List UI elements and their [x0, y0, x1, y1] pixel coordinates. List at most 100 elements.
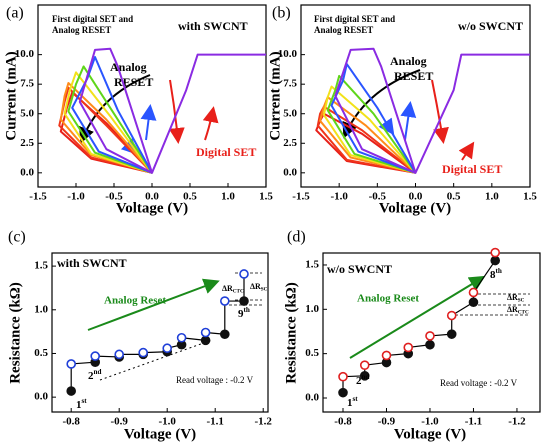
- point-label-base: 1: [347, 397, 353, 409]
- plot-frame: [322, 252, 541, 413]
- delta-label-base: ΔR: [507, 305, 518, 314]
- data-point: [359, 360, 370, 370]
- point-label: 9th: [238, 306, 250, 320]
- x-tick-label: -1.0: [67, 191, 85, 203]
- data-point: [66, 359, 76, 369]
- point-label-sup: st: [353, 395, 359, 403]
- panel-label: (b): [272, 5, 291, 22]
- condition: with SWCNT: [178, 19, 248, 33]
- x-axis-title: Voltage (V): [124, 426, 196, 442]
- x-axis-title: Voltage (V): [116, 200, 188, 216]
- delta-label: ΔRCTC: [507, 305, 529, 316]
- y-tick-label: 0.5: [305, 347, 319, 359]
- y-tick-label: 10.0: [15, 48, 35, 60]
- read-voltage: Read voltage : -0.2 V: [440, 378, 518, 388]
- panel-label: (a): [6, 5, 24, 22]
- read-voltage: Read voltage : -0.2 V: [176, 375, 254, 385]
- note: Analog RESET: [52, 25, 111, 35]
- point-label-sup: th: [496, 267, 502, 275]
- point-label-base: 2: [356, 375, 362, 387]
- data-point: [220, 296, 230, 306]
- x-axis-title: Voltage (V): [394, 426, 466, 442]
- data-point: [220, 329, 230, 340]
- note: Analog RESET: [314, 25, 373, 35]
- data-point: [90, 351, 100, 361]
- iv-curve: [59, 82, 153, 174]
- data-point: [200, 327, 211, 338]
- x-tick-label: -0.9: [378, 416, 396, 428]
- note: First digital SET and: [314, 14, 395, 24]
- point-label: 2nd: [356, 373, 369, 387]
- x-tick-label: -1.1: [206, 416, 223, 428]
- y-tick-label: 0.0: [20, 166, 34, 178]
- x-tick-label: 0.5: [447, 191, 461, 203]
- condition: w/o SWCNT: [458, 19, 523, 33]
- y-axis-title: Resistance (kΩ): [283, 282, 299, 384]
- x-tick-label: -0.9: [110, 416, 128, 428]
- point-label-base: 1: [76, 399, 82, 411]
- data-point: [239, 269, 249, 279]
- point-label-sup: nd: [362, 373, 370, 381]
- step-line: [472, 260, 496, 293]
- y-axis-title: Current (mA): [3, 51, 19, 140]
- x-tick-label: -1.2: [254, 416, 272, 428]
- x-tick-label: 1.5: [259, 191, 273, 203]
- data-point: [162, 343, 172, 354]
- iv-curve: [334, 47, 530, 174]
- data-point: [468, 287, 479, 298]
- y-tick-label: 7.5: [20, 78, 34, 90]
- trend-label: Analog Reset: [104, 295, 166, 307]
- plot-frame: [51, 252, 269, 413]
- x-tick-label: -0.5: [369, 191, 387, 203]
- delta-label: ΔRCTC: [222, 284, 244, 295]
- point-label: 2nd: [88, 368, 101, 382]
- point-label-base: 2: [88, 370, 94, 382]
- point-label: 8th: [490, 267, 502, 281]
- y-tick-label: 1.5: [34, 260, 48, 272]
- delta-label-base: ΔR: [250, 282, 261, 291]
- data-point: [490, 255, 501, 266]
- y-tick-label: 1.0: [34, 303, 48, 315]
- delta-label: ΔRSC: [507, 293, 525, 304]
- delta-label-base: ΔR: [507, 293, 518, 302]
- iv-curve: [63, 71, 153, 174]
- y-tick-label: 0.0: [305, 392, 319, 404]
- point-label-base: 9: [238, 308, 244, 320]
- point-label-sup: th: [244, 306, 250, 314]
- reset-label: Analog: [390, 54, 427, 68]
- data-point: [425, 331, 435, 341]
- x-tick-label: -1.0: [421, 416, 439, 428]
- x-tick-label: -1.0: [330, 191, 348, 203]
- delta-label: ΔRSC: [250, 282, 268, 293]
- panel-label: (d): [287, 229, 306, 246]
- delta-label-sub: SC: [261, 287, 268, 293]
- x-axis-title: Voltage (V): [379, 200, 451, 216]
- x-tick-label: 1.0: [485, 191, 499, 203]
- data-point: [468, 297, 479, 308]
- data-point: [338, 371, 348, 382]
- data-point: [176, 332, 187, 343]
- reset-label: RESET: [114, 75, 153, 89]
- y-axis-title: Resistance (kΩ): [7, 282, 23, 384]
- point-label-sup: st: [82, 397, 88, 405]
- iv-curve: [322, 85, 417, 174]
- x-tick-label: 1.5: [523, 191, 537, 203]
- x-tick-label: -1.1: [465, 416, 482, 428]
- y-tick-label: 10.0: [278, 48, 298, 60]
- y-tick-label: 1.0: [305, 303, 319, 315]
- note: First digital SET and: [52, 14, 133, 24]
- iv-curve: [67, 65, 153, 174]
- iv-curve: [316, 105, 417, 174]
- y-tick-label: 0.5: [34, 347, 48, 359]
- iv-curve: [330, 63, 417, 174]
- y-tick-label: 2.5: [20, 137, 34, 149]
- x-tick-label: 0.0: [409, 191, 423, 203]
- iv-curve: [319, 96, 417, 174]
- data-point: [338, 387, 348, 398]
- data-point: [138, 347, 148, 358]
- y-tick-label: 2.5: [283, 137, 297, 149]
- data-point: [490, 247, 501, 258]
- x-tick-label: -1.2: [508, 416, 526, 428]
- x-tick-label: 0.5: [183, 191, 197, 203]
